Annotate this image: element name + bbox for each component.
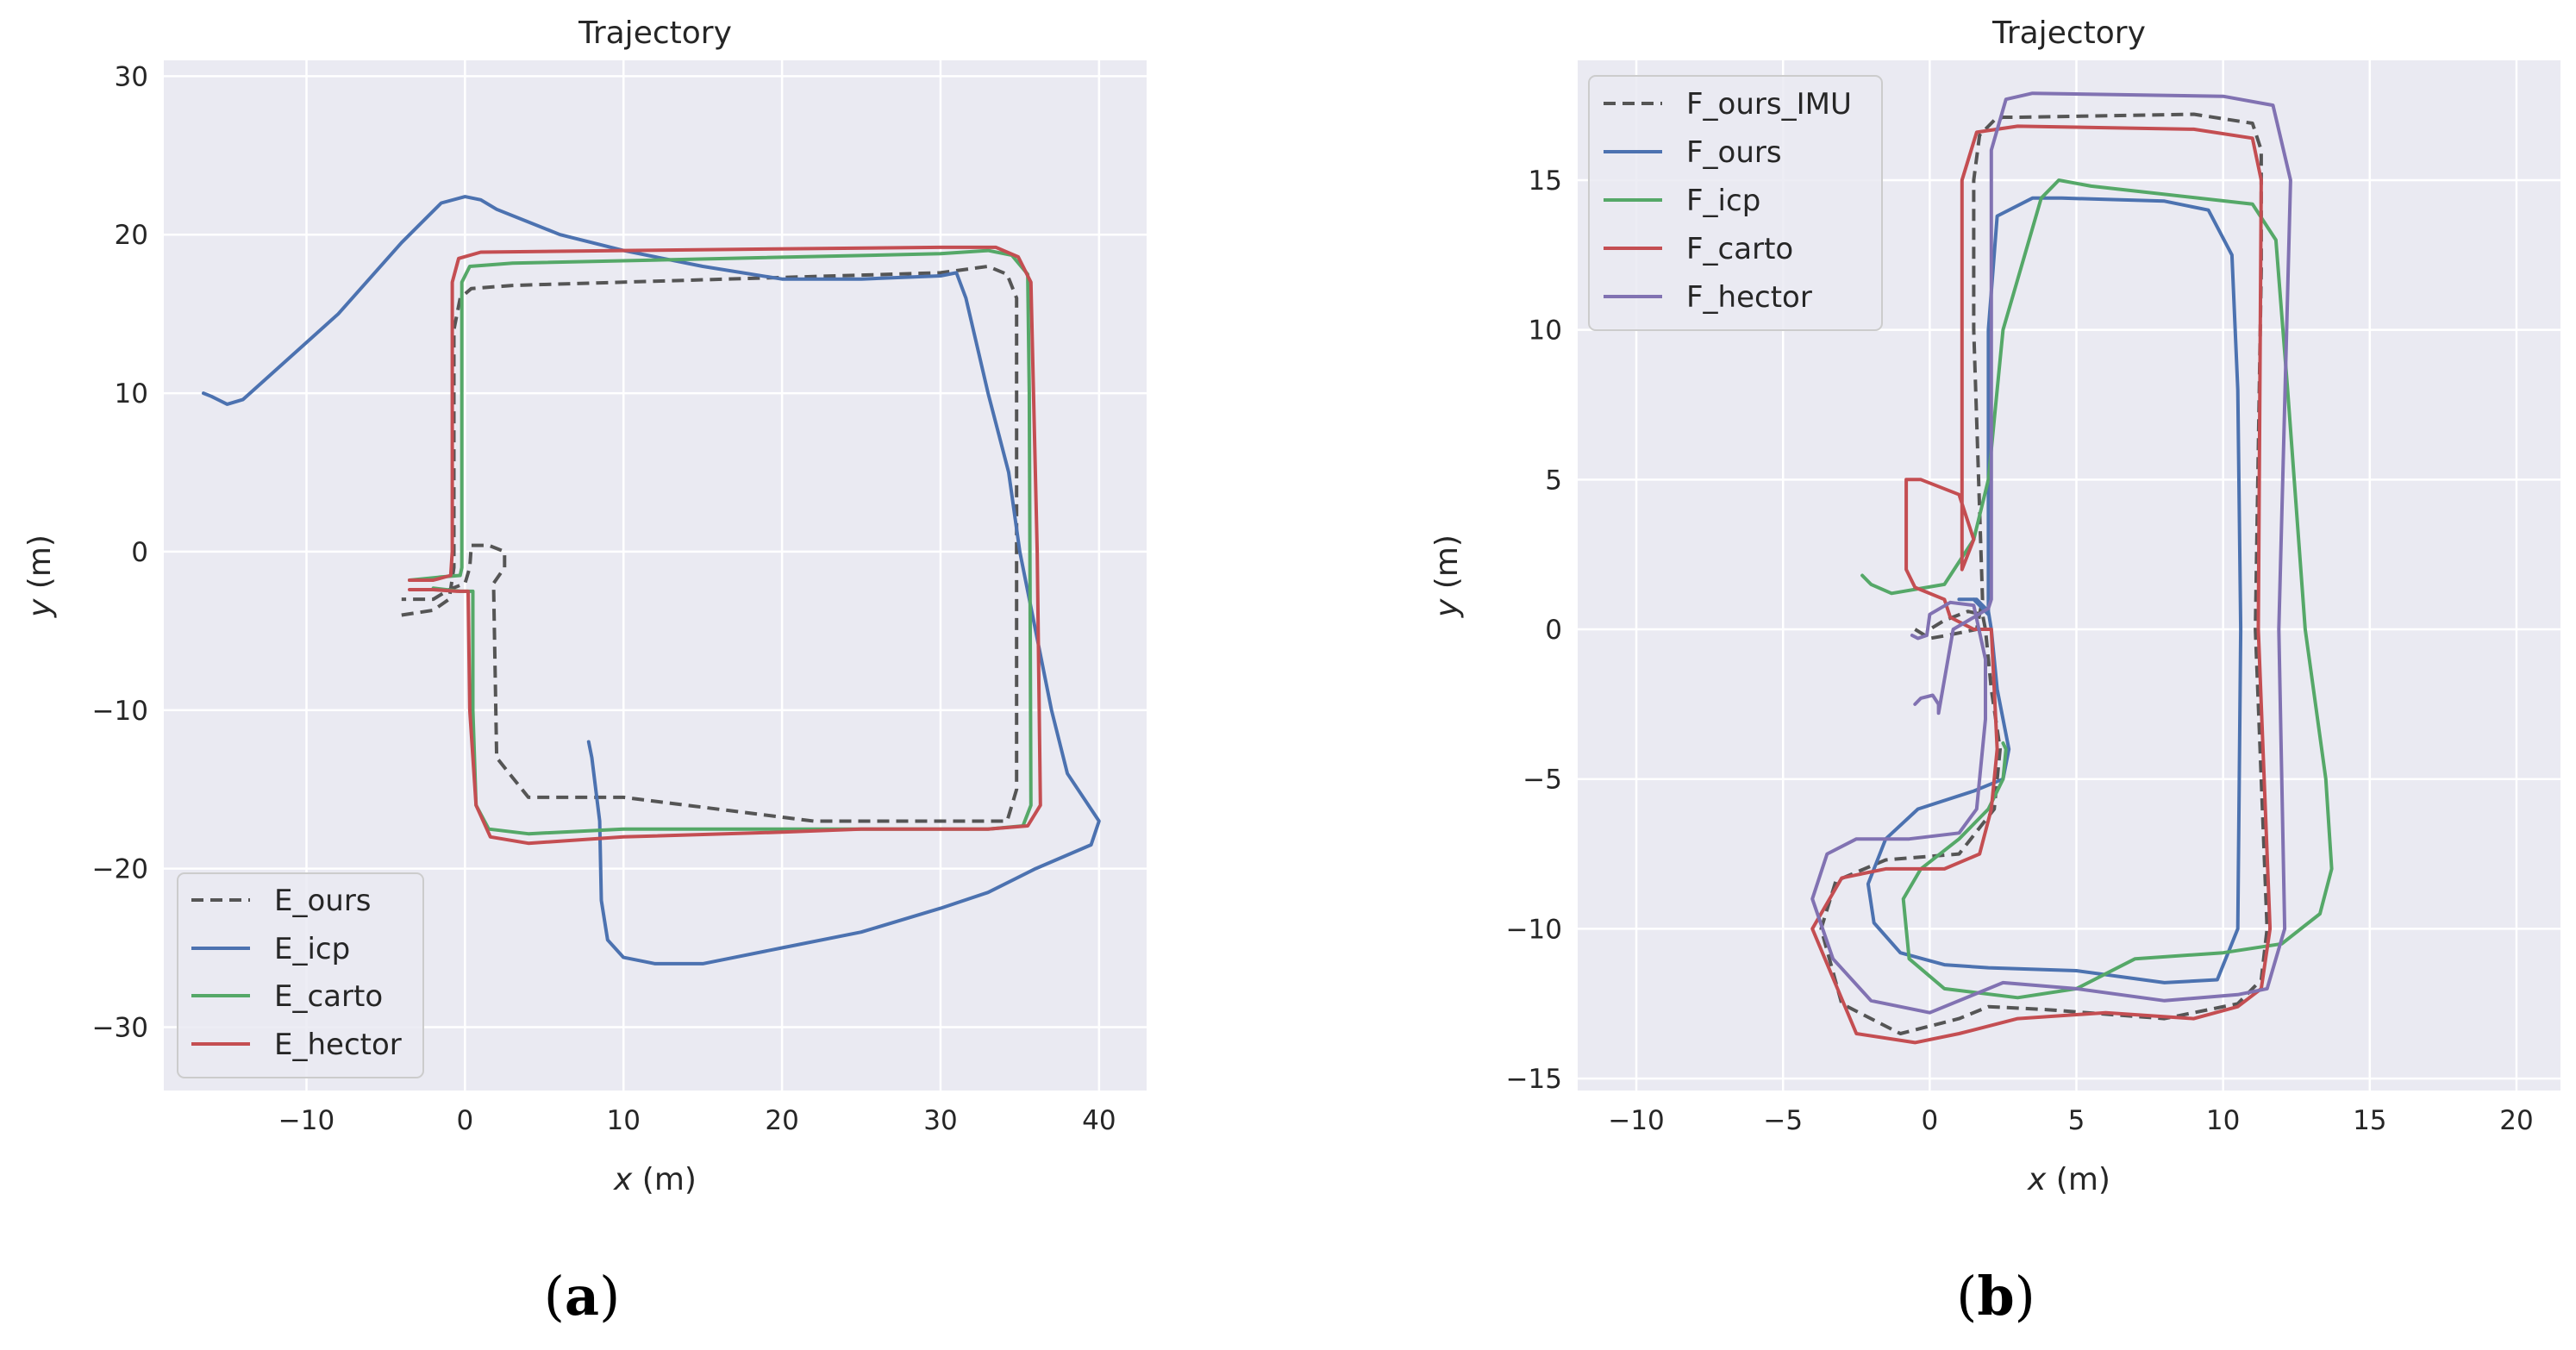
legend-b: F_ours_IMU F_ours F_icp F_carto F_hector xyxy=(1588,75,1883,331)
legend-a: E_ours E_icp E_carto E_hector xyxy=(177,872,424,1078)
panel-label-b: (b) xyxy=(1956,1265,2035,1328)
y-tick-label: −30 xyxy=(92,1012,148,1043)
gridlines-a xyxy=(164,60,1147,1091)
chart-title-a: Trajectory xyxy=(578,16,732,51)
chart-title-b: Trajectory xyxy=(1991,16,2146,51)
y-tick-label: 0 xyxy=(131,537,148,568)
series-line-e-hector xyxy=(408,245,1042,846)
x-tick-label: −10 xyxy=(278,1105,335,1136)
y-tick-label: 10 xyxy=(115,378,148,409)
legend-box-a xyxy=(177,872,424,1078)
ticks-b: −10 −5 0 5 10 15 20 −15 −10 −5 0 5 10 15 xyxy=(1506,166,2534,1136)
series-line-e-icp xyxy=(202,195,1101,966)
legend-label-e-ours: E_ours xyxy=(274,884,372,918)
x-axis-label-a: x (m) xyxy=(613,1162,697,1197)
legend-label-f-carto: F_carto xyxy=(1686,232,1793,266)
series-b xyxy=(1810,91,2334,1045)
x-tick-label: −10 xyxy=(1608,1105,1664,1136)
legend-box-b xyxy=(1588,75,1883,331)
legend-label-e-icp: E_icp xyxy=(274,932,350,966)
y-tick-label: 10 xyxy=(1529,316,1562,347)
y-tick-label: 30 xyxy=(115,61,148,92)
legend-label-f-ours: F_ours xyxy=(1686,135,1782,170)
series-a xyxy=(202,195,1101,966)
x-tick-label: −5 xyxy=(1763,1105,1803,1136)
y-tick-label: 20 xyxy=(115,220,148,251)
y-axis-label-b: y (m) xyxy=(1429,534,1465,618)
chart-b: −10 −5 0 5 10 15 20 −15 −10 −5 0 5 10 15 Trajectory x… xyxy=(1429,16,2560,1328)
y-tick-label: −10 xyxy=(1506,914,1562,945)
x-tick-label: 20 xyxy=(765,1105,798,1136)
y-tick-label: −20 xyxy=(92,854,148,885)
legend-label-e-hector: E_hector xyxy=(274,1028,402,1062)
y-axis-label-a: y (m) xyxy=(22,534,58,618)
panel-label-a: (a) xyxy=(544,1265,621,1328)
y-tick-label: −15 xyxy=(1506,1064,1562,1095)
y-tick-label: 0 xyxy=(1545,615,1562,646)
x-tick-label: 20 xyxy=(2499,1105,2533,1136)
series-line-e-ours xyxy=(401,265,1019,823)
y-tick-label: −10 xyxy=(92,696,148,727)
x-tick-label: 15 xyxy=(2353,1105,2386,1136)
x-tick-label: 5 xyxy=(2068,1105,2085,1136)
x-tick-label: 40 xyxy=(1082,1105,1116,1136)
x-tick-label: 0 xyxy=(456,1105,473,1136)
x-tick-label: 30 xyxy=(923,1105,957,1136)
y-tick-label: −5 xyxy=(1522,765,1562,796)
series-line-f-hector xyxy=(1810,91,2292,1015)
series-line-f-ours-imu xyxy=(1819,112,2269,1035)
series-line-f-ours xyxy=(1866,196,2243,984)
x-axis-label-b: x (m) xyxy=(2027,1162,2110,1197)
y-tick-label: 5 xyxy=(1545,465,1562,496)
x-tick-label: 0 xyxy=(1921,1105,1938,1136)
series-line-f-carto xyxy=(1810,124,2273,1045)
ticks-a: −10 0 10 20 30 40 −30 −20 −10 0 10 20 30 xyxy=(92,61,1116,1136)
y-tick-label: 15 xyxy=(1529,166,1562,197)
x-tick-label: 10 xyxy=(606,1105,640,1136)
legend-label-e-carto: E_carto xyxy=(274,979,383,1014)
legend-label-f-hector: F_hector xyxy=(1686,280,1812,315)
x-tick-label: 10 xyxy=(2206,1105,2240,1136)
legend-label-f-icp: F_icp xyxy=(1686,184,1760,218)
legend-label-f-ours-imu: F_ours_IMU xyxy=(1686,87,1852,122)
gridlines-b xyxy=(1578,60,2560,1091)
